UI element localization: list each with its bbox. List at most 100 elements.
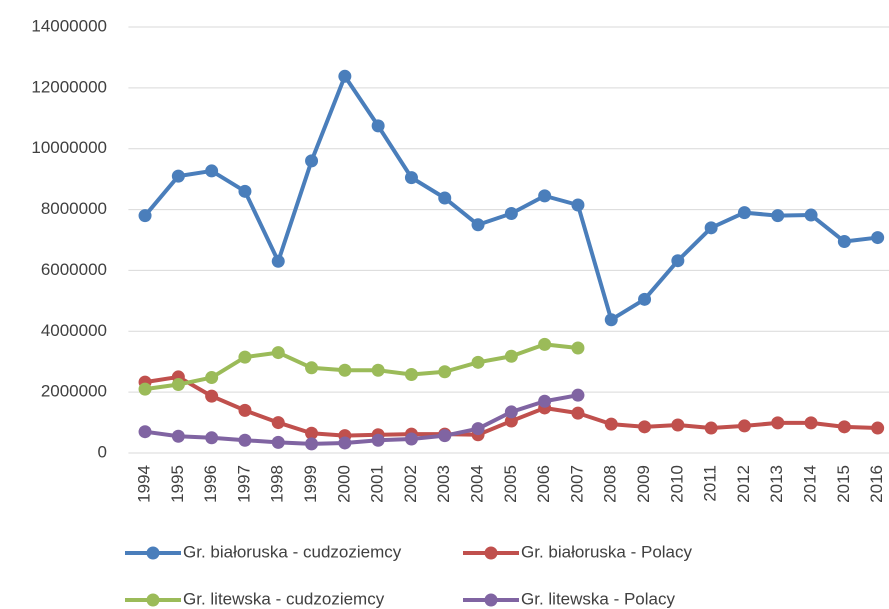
data-point <box>238 184 252 198</box>
data-point <box>404 432 418 446</box>
x-tick-label: 2016 <box>867 465 886 503</box>
x-tick-label: 2001 <box>368 465 387 503</box>
data-point <box>771 209 785 223</box>
data-point <box>238 403 252 417</box>
data-point <box>604 417 618 431</box>
data-point <box>671 418 685 432</box>
x-tick-label: 1996 <box>201 465 220 503</box>
data-point <box>371 433 385 447</box>
x-tick-label: 2003 <box>434 465 453 503</box>
data-point <box>737 419 751 433</box>
data-point <box>837 235 851 249</box>
data-point <box>471 218 485 232</box>
y-tick-label: 0 <box>98 442 107 461</box>
data-point <box>271 346 285 360</box>
x-tick-label: 2002 <box>401 465 420 503</box>
data-point <box>338 363 352 377</box>
data-point <box>305 154 319 168</box>
x-tick-label: 2009 <box>634 465 653 503</box>
legend-label: Gr. białoruska - Polacy <box>521 542 693 561</box>
data-point <box>871 421 885 435</box>
data-point <box>171 169 185 183</box>
x-tick-label: 2010 <box>667 465 686 503</box>
data-point <box>671 254 685 268</box>
data-point <box>205 431 219 445</box>
data-point <box>271 416 285 430</box>
y-tick-label: 2000000 <box>41 382 107 401</box>
y-tick-label: 4000000 <box>41 321 107 340</box>
data-point <box>171 429 185 443</box>
data-point <box>771 416 785 430</box>
data-point <box>238 350 252 364</box>
data-point <box>471 422 485 436</box>
data-point <box>171 378 185 392</box>
data-point <box>305 437 319 451</box>
data-point <box>438 191 452 205</box>
data-point <box>504 405 518 419</box>
data-point <box>504 207 518 221</box>
x-tick-label: 1997 <box>234 465 253 503</box>
data-point <box>205 389 219 403</box>
data-point <box>404 171 418 185</box>
data-point <box>504 414 518 428</box>
data-point <box>538 189 552 203</box>
data-point <box>138 425 152 439</box>
data-point <box>338 69 352 83</box>
x-tick-label: 2014 <box>801 465 820 503</box>
x-tick-label: 1995 <box>168 465 187 503</box>
x-tick-label: 2015 <box>834 465 853 503</box>
data-point <box>271 254 285 268</box>
legend-label: Gr. litewska - cudzoziemcy <box>183 589 385 608</box>
data-point <box>205 371 219 385</box>
data-point <box>271 435 285 449</box>
data-point <box>471 355 485 369</box>
data-point <box>305 361 319 375</box>
data-point <box>138 382 152 396</box>
data-point <box>138 209 152 223</box>
x-tick-label: 2007 <box>567 465 586 503</box>
x-tick-label: 1998 <box>268 465 287 503</box>
x-tick-label: 2005 <box>501 465 520 503</box>
data-point <box>305 426 319 440</box>
data-point <box>538 337 552 351</box>
legend-marker <box>146 593 160 607</box>
data-point <box>404 367 418 381</box>
data-point <box>704 421 718 435</box>
x-tick-label: 2011 <box>701 465 720 502</box>
data-point <box>538 394 552 408</box>
data-point <box>338 436 352 450</box>
data-point <box>571 406 585 420</box>
legend-marker <box>484 546 498 560</box>
y-tick-label: 8000000 <box>41 199 107 218</box>
y-tick-label: 12000000 <box>31 77 107 96</box>
legend-label: Gr. białoruska - cudzoziemcy <box>183 542 402 561</box>
x-tick-label: 2006 <box>534 465 553 503</box>
legend-marker <box>484 593 498 607</box>
data-point <box>804 416 818 430</box>
x-tick-label: 2004 <box>468 465 487 503</box>
data-point <box>837 420 851 434</box>
data-point <box>571 341 585 355</box>
data-point <box>371 363 385 377</box>
series-line <box>143 74 878 322</box>
data-point <box>571 388 585 402</box>
x-tick-label: 1994 <box>135 465 154 503</box>
data-point <box>504 349 518 363</box>
data-point <box>804 208 818 222</box>
data-point <box>571 198 585 212</box>
data-point <box>704 221 718 235</box>
x-tick-label: 2013 <box>767 465 786 503</box>
legend-marker <box>146 546 160 560</box>
data-point <box>371 119 385 133</box>
data-point <box>604 313 618 327</box>
x-tick-label: 2012 <box>734 465 753 503</box>
data-point <box>438 429 452 443</box>
legend-label: Gr. litewska - Polacy <box>521 589 675 608</box>
data-point <box>737 206 751 220</box>
x-tick-label: 2000 <box>334 465 353 503</box>
x-tick-label: 1999 <box>301 465 320 503</box>
y-tick-label: 6000000 <box>41 260 107 279</box>
data-point <box>238 433 252 447</box>
data-point <box>438 365 452 379</box>
